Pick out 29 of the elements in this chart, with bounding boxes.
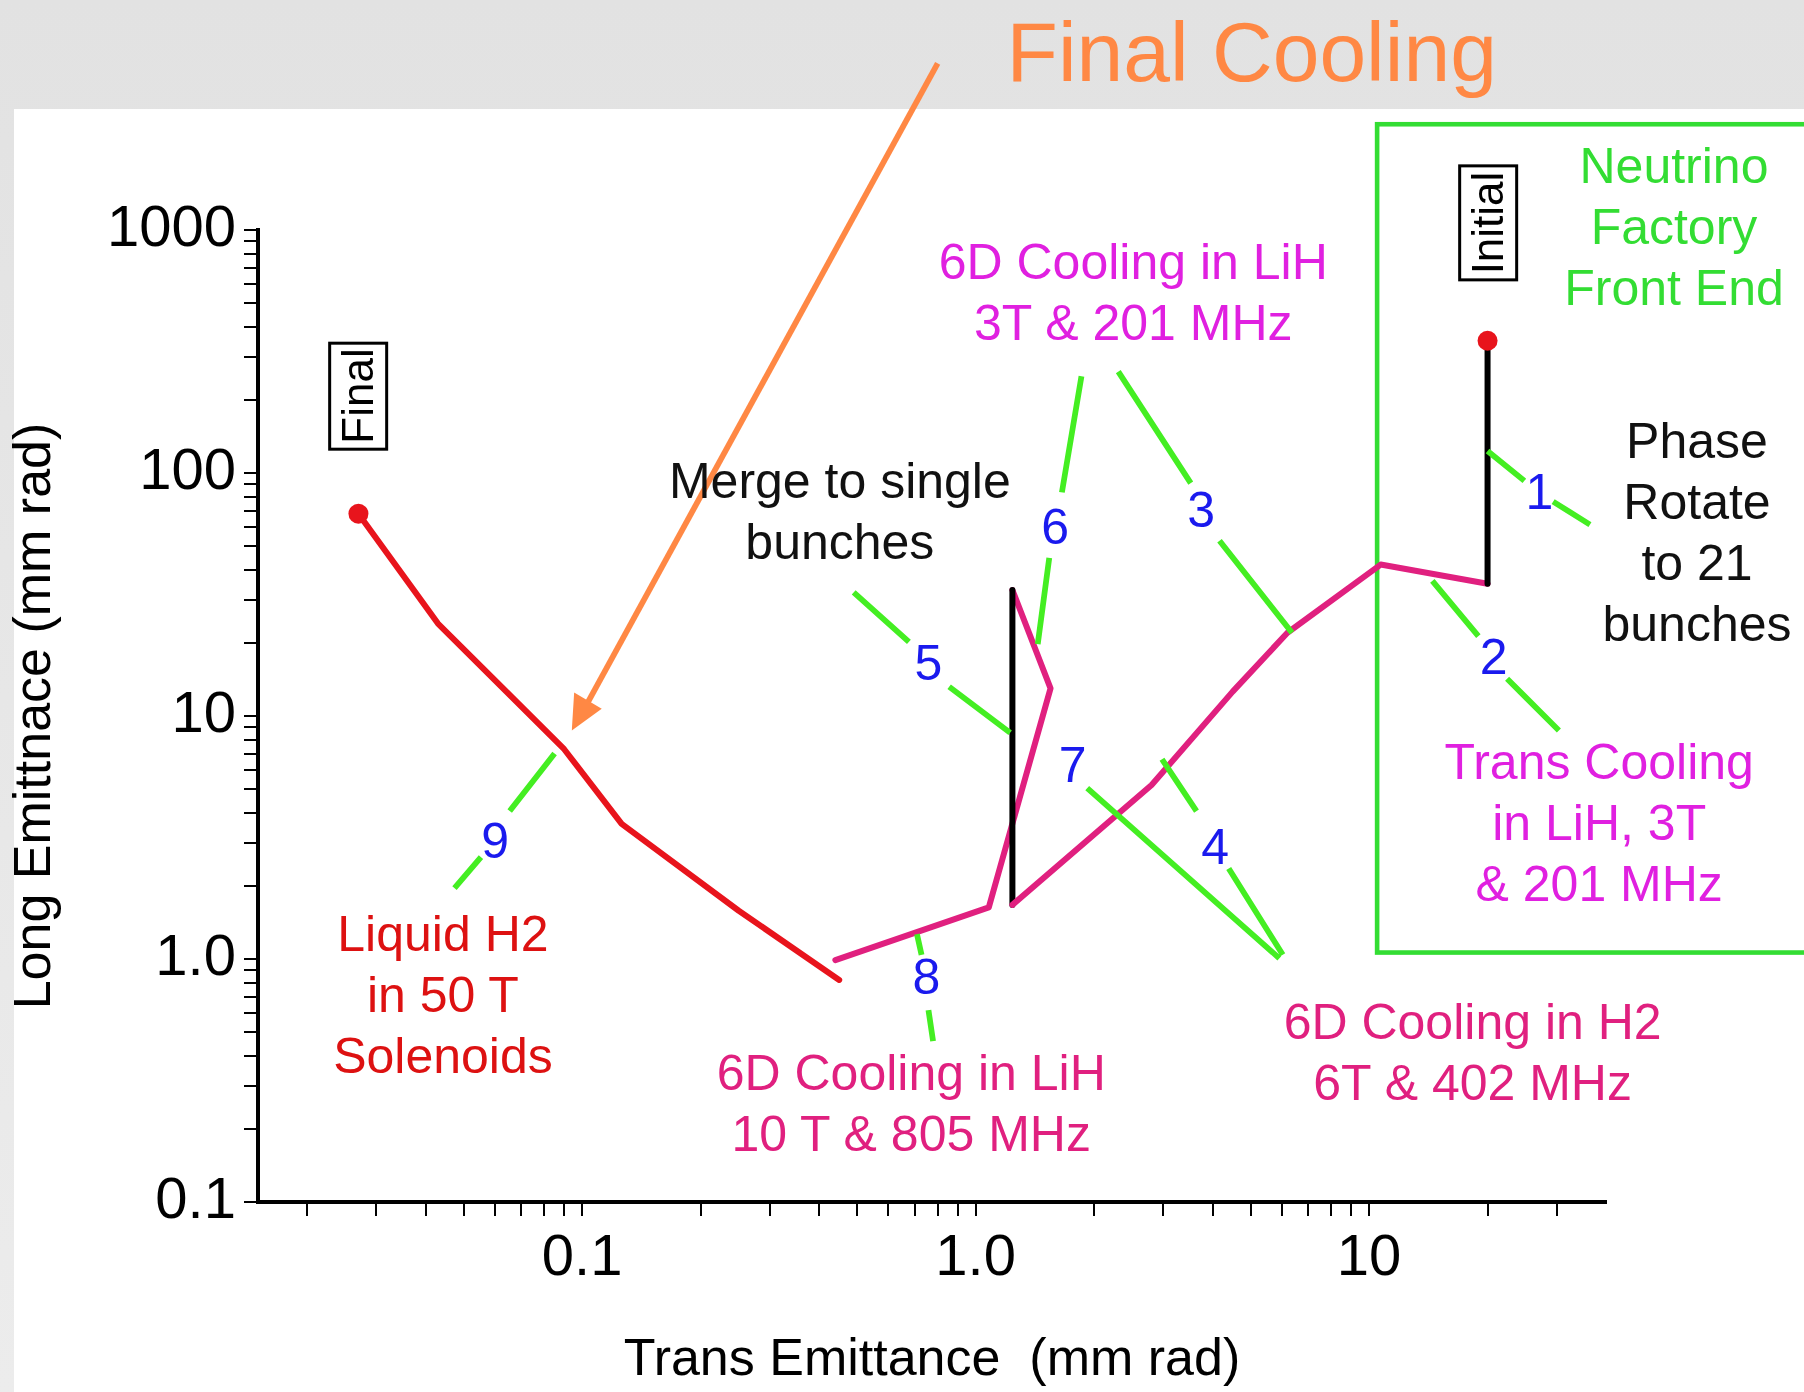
annotation: 6 <box>1041 497 1070 557</box>
x-tick-label: 0.1 <box>541 1221 623 1287</box>
y-tick-label: 0.1 <box>155 1165 236 1230</box>
annotation: 6D Cooling in LiH 3T & 201 MHz <box>938 233 1328 354</box>
y-axis-title: Long Emittnace (mm rad) <box>2 422 61 1010</box>
annotation: 2 <box>1479 627 1508 687</box>
annotation: 3 <box>1187 480 1216 540</box>
y-tick-label: 100 <box>139 436 236 501</box>
annotation: 8 <box>912 948 941 1007</box>
y-tick-label: 1.0 <box>155 922 236 987</box>
annotation: Liquid H2 in 50 T Solenoids <box>333 904 553 1086</box>
annotation: 6D Cooling in LiH 10 T & 805 MHz <box>716 1044 1106 1165</box>
annotation: Final <box>328 341 389 452</box>
x-tick-label: 10 <box>1336 1221 1402 1287</box>
y-tick-label: 1000 <box>106 193 236 258</box>
text: Final Cooling <box>1006 3 1497 101</box>
annotation: 4 <box>1201 817 1230 877</box>
y-tick-label: 10 <box>171 679 236 744</box>
annotation: 9 <box>481 811 510 871</box>
annotation: 1 <box>1525 462 1554 522</box>
annotation: Initial <box>1457 165 1518 282</box>
annotation: 5 <box>914 633 943 693</box>
x-tick-label: 1.0 <box>935 1221 1016 1287</box>
annotation: 7 <box>1058 735 1087 795</box>
x-axis-title: Trans Emittance (mm rad) <box>623 1328 1241 1387</box>
annotation: Phase Rotate to 21 bunches <box>1602 411 1792 654</box>
annotation: Neutrino Factory Front End <box>1564 136 1784 318</box>
annotation: 6D Cooling in H2 6T & 402 MHz <box>1283 992 1662 1113</box>
annotation: Trans Cooling in LiH, 3T & 201 MHz <box>1444 732 1754 914</box>
